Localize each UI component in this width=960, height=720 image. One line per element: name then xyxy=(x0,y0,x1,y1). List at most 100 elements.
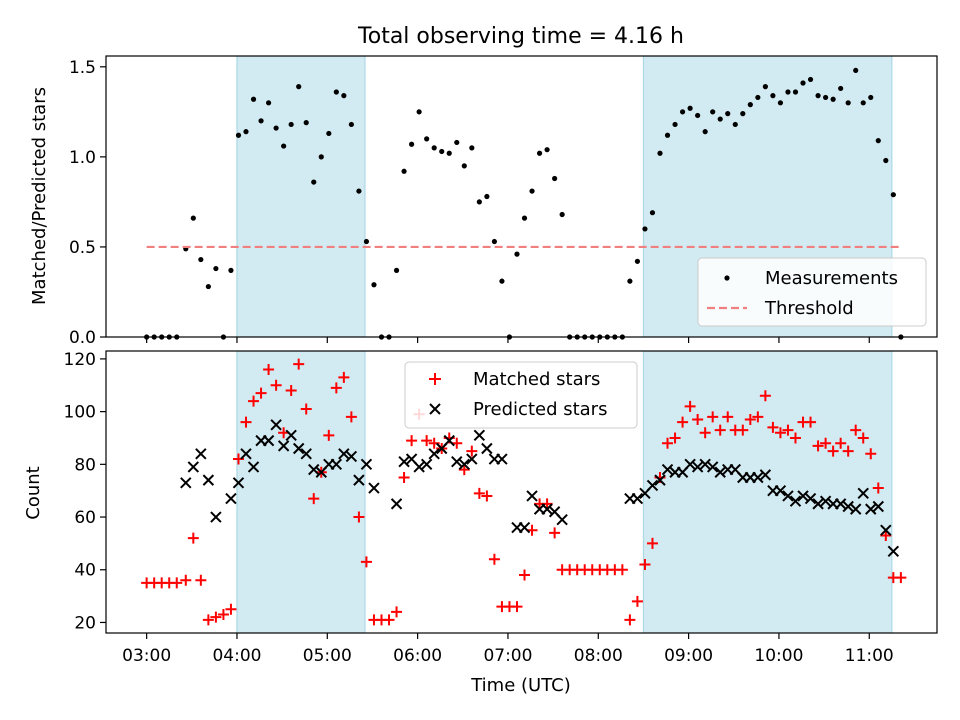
measurement-point xyxy=(491,238,498,245)
measurement-point xyxy=(371,282,377,288)
measurement-point xyxy=(205,283,211,290)
measurement-point xyxy=(672,121,678,128)
x-tick-label: 04:00 xyxy=(212,646,261,666)
predicted-star-point xyxy=(812,498,824,510)
predicted-star-point xyxy=(285,429,297,442)
predicted-star-point xyxy=(518,521,531,534)
measurement-point xyxy=(868,94,874,101)
measurement-point xyxy=(679,109,686,115)
predicted-star-point xyxy=(420,458,433,471)
measurement-point xyxy=(311,179,317,185)
matched-star-point xyxy=(752,411,764,423)
measurement-point xyxy=(725,111,731,117)
matched-star-point xyxy=(187,532,199,544)
measurement-point xyxy=(333,89,339,95)
x-tick-label: 06:00 xyxy=(393,646,442,666)
matched-star-point xyxy=(285,385,297,397)
predicted-star-point xyxy=(842,500,854,513)
measurement-point xyxy=(890,192,896,198)
predicted-star-point xyxy=(368,482,380,494)
measurement-point xyxy=(318,154,324,160)
matched-star-point xyxy=(406,435,418,447)
measurement-point xyxy=(341,93,347,99)
matched-star-point xyxy=(270,379,282,391)
matched-star-point xyxy=(624,614,636,626)
matched-star-point xyxy=(217,609,229,621)
legend-measurements-label: Measurements xyxy=(765,268,898,289)
matched-star-point xyxy=(677,416,689,428)
measurement-point xyxy=(634,258,641,264)
x-tick-label: 05:00 xyxy=(303,646,352,666)
matched-star-point xyxy=(458,464,470,476)
measurement-point xyxy=(807,76,814,83)
top-y-tick-label: 0.0 xyxy=(69,328,96,348)
predicted-star-point xyxy=(428,448,440,460)
matched-star-point xyxy=(616,564,628,576)
measurement-point xyxy=(499,278,505,284)
matched-star-point xyxy=(171,577,183,589)
matched-star-point xyxy=(549,527,561,539)
bottom-y-axis-label: Count xyxy=(23,466,44,519)
bottom-y-tick-label: 80 xyxy=(74,455,96,475)
predicted-star-point xyxy=(187,461,200,473)
measurement-point xyxy=(822,94,829,101)
predicted-star-point xyxy=(270,419,282,431)
predicted-star-point xyxy=(759,469,772,481)
measurement-point xyxy=(747,102,753,108)
measurement-point xyxy=(762,84,768,90)
measurement-point xyxy=(649,210,656,216)
matched-star-point xyxy=(240,416,252,428)
measurement-point xyxy=(439,148,445,155)
matched-star-point xyxy=(842,445,854,457)
matched-star-point xyxy=(293,358,305,370)
bottom-axes-frame xyxy=(105,350,938,634)
measurement-point xyxy=(845,100,851,106)
measurement-point xyxy=(198,256,204,263)
matched-star-point xyxy=(857,432,869,444)
top-axes-frame xyxy=(105,55,938,338)
predicted-star-point xyxy=(797,490,809,502)
matched-star-point xyxy=(360,556,372,568)
measurement-point xyxy=(424,136,430,142)
predicted-star-point xyxy=(262,434,275,447)
measurement-point xyxy=(770,93,776,99)
matched-star-point xyxy=(669,432,681,444)
measurement-point xyxy=(695,112,701,119)
predicted-star-point xyxy=(210,511,222,523)
predicted-star-point xyxy=(481,442,493,455)
predicted-star-point xyxy=(292,442,305,455)
measurement-point xyxy=(717,116,723,122)
matched-star-point xyxy=(662,437,674,449)
legend-matched-label: Matched stars xyxy=(473,369,600,390)
measurement-point xyxy=(281,143,287,149)
measurement-point xyxy=(838,85,844,92)
top-shaded-interval xyxy=(236,56,365,337)
matched-star-point xyxy=(827,445,839,457)
top-legend: Measurements Threshold xyxy=(697,257,927,327)
predicted-star-point xyxy=(338,448,350,460)
matched-star-point xyxy=(338,371,350,383)
matched-star-point xyxy=(398,472,410,484)
data-layer xyxy=(141,67,907,626)
predicted-star-point xyxy=(819,495,832,507)
predicted-star-point xyxy=(458,458,471,471)
top-chart-title: Total observing time = 4.16 h xyxy=(357,24,684,49)
measurement-point xyxy=(860,100,866,106)
predicted-star-point xyxy=(300,448,312,460)
measurement-point xyxy=(544,147,550,153)
measurement-point xyxy=(740,111,746,117)
measurement-point xyxy=(288,121,294,128)
measurement-point xyxy=(213,265,219,272)
measurement-point xyxy=(777,100,784,106)
measurement-point xyxy=(529,188,535,194)
matched-star-point xyxy=(850,424,862,436)
predicted-star-point xyxy=(849,503,862,515)
measurement-point xyxy=(461,163,467,169)
bottom-legend-box xyxy=(404,361,638,429)
measurement-point xyxy=(326,130,332,137)
matched-star-point xyxy=(707,411,719,423)
measurement-point xyxy=(250,96,257,102)
measurement-point xyxy=(235,132,242,138)
measurement-point xyxy=(664,132,671,138)
predicted-star-point xyxy=(541,503,553,515)
